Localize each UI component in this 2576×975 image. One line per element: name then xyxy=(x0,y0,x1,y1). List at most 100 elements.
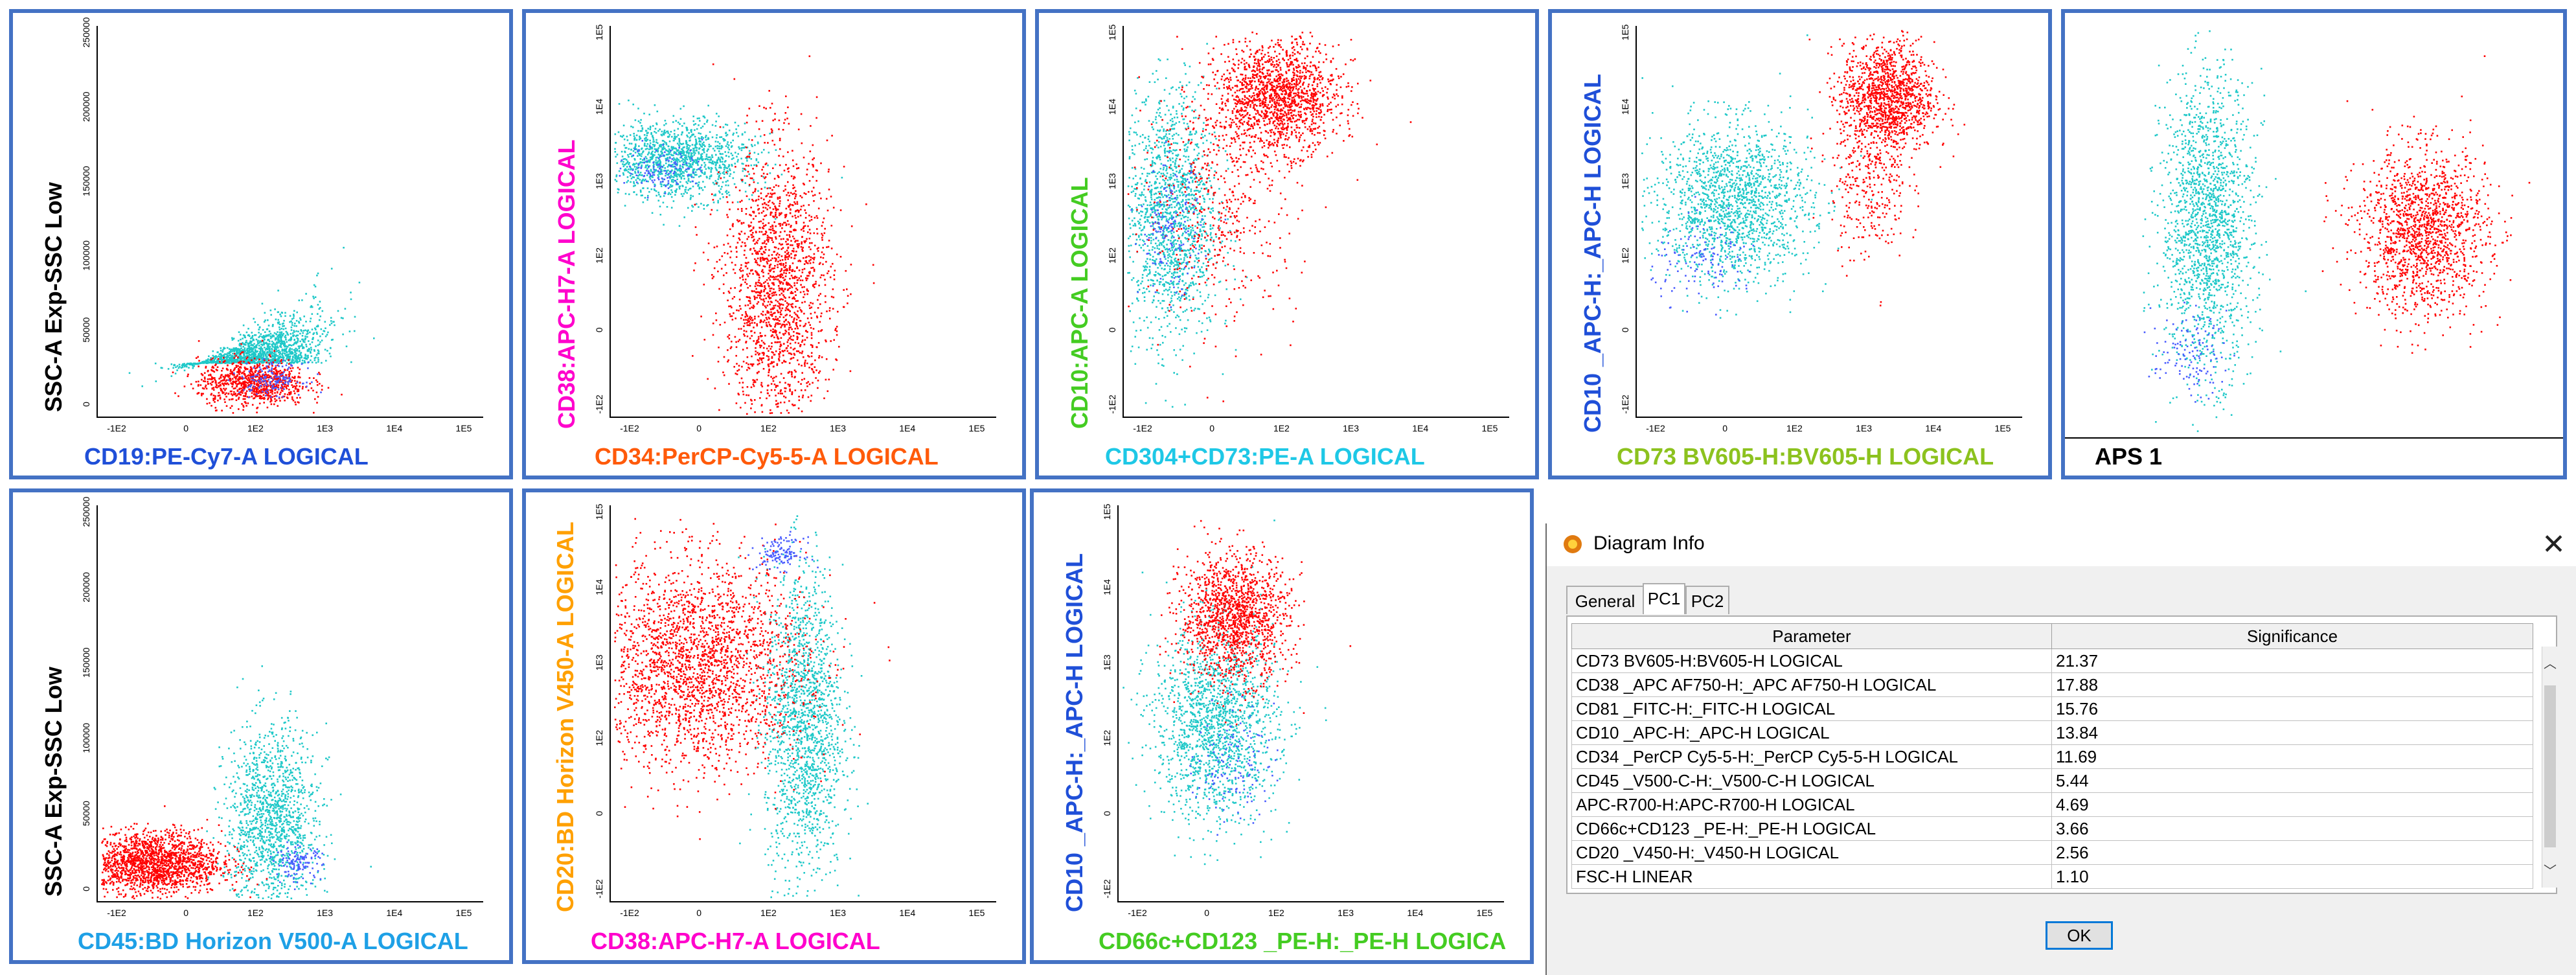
x-tick-label: -1E2 xyxy=(1646,423,1665,433)
y-axis-label: CD10 _APC-H:_APC-H LOGICAL xyxy=(1579,74,1606,433)
x-tick-label: 1E4 xyxy=(899,423,915,433)
table-row[interactable]: CD20 _V450-H:_V450-H LOGICAL 2.56 xyxy=(1571,840,2533,865)
x-tick-label: -1E2 xyxy=(107,908,126,918)
table-row[interactable]: FSC-H LINEAR 1.10 xyxy=(1571,864,2533,889)
plot-panel-2: -1E2 0 1E2 1E3 1E4 1E5 -1E2 0 1E2 1E3 1E4 1E5 CD38:… xyxy=(522,9,1026,479)
y-tick-label: -1E2 xyxy=(594,395,604,414)
y-axis-label: CD20:BD Horizon V450-A LOGICAL xyxy=(552,522,579,912)
plot-panel-5: APS 1 xyxy=(2061,9,2567,479)
x-tick-label: 1E2 xyxy=(760,423,777,433)
axis-line xyxy=(610,505,996,902)
x-tick-label: 0 xyxy=(696,908,701,918)
table-row[interactable]: CD45 _V500-C-H:_V500-C-H LOGICAL 5.44 xyxy=(1571,768,2533,793)
y-tick-label: -1E2 xyxy=(594,879,604,899)
scatter-plot-7: -1E2 0 1E2 1E3 1E4 1E5 -1E2 0 1E2 1E3 1E4 1E5 xyxy=(594,503,996,918)
significance-pane: Parameter Significance CD73 BV605-H:BV60… xyxy=(1566,615,2558,894)
parameter-cell: CD34 _PerCP Cy5-5-H:_PerCP Cy5-5-H LOGIC… xyxy=(1571,744,2052,769)
y-tick-label: 1E3 xyxy=(1102,654,1112,671)
x-tick-label: 1E4 xyxy=(899,908,915,918)
y-tick-label: 0 xyxy=(594,810,604,816)
table-row[interactable]: CD34 _PerCP Cy5-5-H:_PerCP Cy5-5-H LOGIC… xyxy=(1571,744,2533,769)
y-tick-label: 0 xyxy=(1620,327,1630,332)
close-icon[interactable]: ✕ xyxy=(2542,527,2566,562)
x-tick-label: -1E2 xyxy=(1128,908,1147,918)
y-tick-label: 1E4 xyxy=(1107,98,1117,115)
x-tick-label: 1E2 xyxy=(1273,423,1290,433)
y-tick-label: 1E3 xyxy=(1107,173,1117,189)
x-tick-label: 1E5 xyxy=(969,908,985,918)
y-tick-label: 1E5 xyxy=(1107,24,1117,40)
red-population-points xyxy=(1808,30,1966,306)
y-tick-label: 0 xyxy=(1102,810,1112,816)
y-tick-label: 1E2 xyxy=(1107,247,1117,264)
scroll-up-icon[interactable]: ︿ xyxy=(2542,653,2558,672)
x-axis-label: CD38:APC-H7-A LOGICAL xyxy=(591,928,880,955)
x-axis-label: CD73 BV605-H:BV605-H LOGICAL xyxy=(1617,443,1994,470)
x-tick-label: 0 xyxy=(1209,423,1214,433)
tab-pc2[interactable]: PC2 xyxy=(1685,586,1729,614)
blue-population-points xyxy=(2143,301,2235,403)
column-header-significance[interactable]: Significance xyxy=(2051,623,2533,649)
plot-panel-6: -1E2 0 1E2 1E3 1E4 1E5 0 50000 100000 150000 20000… xyxy=(9,488,513,964)
y-tick-label: 1E5 xyxy=(594,24,604,40)
axis-line xyxy=(97,26,483,418)
scatter-plot-3: -1E2 0 1E2 1E3 1E4 1E5 -1E2 0 1E2 1E3 1E4 1E5 xyxy=(1107,24,1509,433)
y-tick-label: 1E3 xyxy=(594,654,604,671)
x-tick-label: 1E3 xyxy=(1338,908,1354,918)
table-row[interactable]: APC-R700-H:APC-R700-H LOGICAL 4.69 xyxy=(1571,792,2533,817)
y-tick-label: 1E5 xyxy=(594,503,604,520)
significance-cell: 4.69 xyxy=(2051,792,2533,817)
table-row[interactable]: CD10 _APC-H:_APC-H LOGICAL 13.84 xyxy=(1571,720,2533,745)
scrollbar-thumb[interactable] xyxy=(2544,685,2556,847)
app-icon xyxy=(1564,535,1582,553)
x-tick-label: 1E3 xyxy=(317,423,333,433)
y-tick-label: 0 xyxy=(594,327,604,332)
x-axis-label: CD66c+CD123 _PE-H:_PE-H LOGICA xyxy=(1099,928,1506,955)
plot-panel-4: -1E2 0 1E2 1E3 1E4 1E5 -1E2 0 1E2 1E3 1E4 1E5 CD10 … xyxy=(1548,9,2052,479)
axis-line xyxy=(610,26,996,418)
y-tick-label: 1E4 xyxy=(594,579,604,595)
y-tick-label: -1E2 xyxy=(1102,879,1112,899)
blue-population-points xyxy=(269,841,325,890)
blue-population-points xyxy=(1189,691,1279,836)
cyan-population-points xyxy=(206,665,372,900)
cyan-population-points xyxy=(2142,30,2307,432)
x-tick-label: 1E4 xyxy=(386,423,402,433)
red-population-points xyxy=(1127,31,1412,402)
x-tick-label: 1E5 xyxy=(456,423,472,433)
table-row[interactable]: CD66c+CD123 _PE-H:_PE-H LOGICAL 3.66 xyxy=(1571,816,2533,841)
x-tick-label: 1E5 xyxy=(456,908,472,918)
table-row[interactable]: CD81 _FITC-H:_FITC-H LOGICAL 15.76 xyxy=(1571,696,2533,721)
tab-general[interactable]: General xyxy=(1566,586,1644,614)
x-axis-label: CD304+CD73:PE-A LOGICAL xyxy=(1105,443,1425,470)
x-tick-label: 1E5 xyxy=(1482,423,1498,433)
y-tick-label: 0 xyxy=(81,402,91,407)
table-row[interactable]: CD73 BV605-H:BV605-H LOGICAL 21.37 xyxy=(1571,648,2533,673)
y-tick-label: 1E4 xyxy=(1620,98,1630,115)
x-tick-label: 1E4 xyxy=(1407,908,1423,918)
cyan-population-points xyxy=(1641,34,1873,319)
scatter-plot-8: -1E2 0 1E2 1E3 1E4 1E5 -1E2 0 1E2 1E3 1E4 1E5 xyxy=(1102,503,1504,918)
significance-cell: 11.69 xyxy=(2051,744,2533,769)
x-tick-label: 1E5 xyxy=(1995,423,2011,433)
tab-pc1[interactable]: PC1 xyxy=(1643,583,1685,614)
y-tick-label: 200000 xyxy=(81,91,91,122)
y-tick-label: -1E2 xyxy=(1107,395,1117,414)
axis-line xyxy=(1123,26,1509,418)
table-row[interactable]: CD38 _APC AF750-H:_APC AF750-H LOGICAL 17… xyxy=(1571,672,2533,697)
scatter-plot-6: -1E2 0 1E2 1E3 1E4 1E5 0 50000 100000 150000 20000… xyxy=(81,496,483,918)
ok-button[interactable]: OK xyxy=(2046,921,2113,950)
plot-panel-8: -1E2 0 1E2 1E3 1E4 1E5 -1E2 0 1E2 1E3 1E4 1E5 CD10 … xyxy=(1030,488,1534,964)
y-tick-label: 200000 xyxy=(81,572,91,602)
vertical-scrollbar[interactable]: ︿ ﹀ xyxy=(2542,647,2558,888)
column-header-parameter[interactable]: Parameter xyxy=(1571,623,2052,649)
parameter-cell: CD45 _V500-C-H:_V500-C-H LOGICAL xyxy=(1571,768,2052,793)
x-tick-label: 1E3 xyxy=(317,908,333,918)
y-tick-label: 0 xyxy=(81,886,91,891)
x-tick-label: -1E2 xyxy=(1133,423,1152,433)
y-tick-label: 1E2 xyxy=(1102,730,1112,746)
significance-cell: 2.56 xyxy=(2051,840,2533,865)
x-tick-label: 1E5 xyxy=(1477,908,1493,918)
x-tick-label: 1E4 xyxy=(1412,423,1428,433)
scroll-down-icon[interactable]: ﹀ xyxy=(2542,860,2558,879)
